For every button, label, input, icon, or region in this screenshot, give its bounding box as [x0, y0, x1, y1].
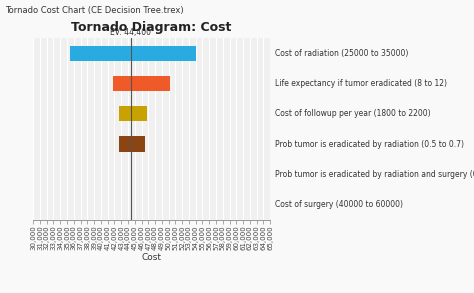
Bar: [118, 106, 147, 121]
Text: Cost of followup per year (1800 to 2200): Cost of followup per year (1800 to 2200): [275, 109, 430, 118]
Bar: [119, 137, 145, 152]
Text: EV: 44,400: EV: 44,400: [110, 28, 151, 37]
Text: Prob tumor is eradicated by radiation (0.5 to 0.7): Prob tumor is eradicated by radiation (0…: [275, 139, 464, 149]
X-axis label: Cost: Cost: [142, 253, 162, 262]
Text: Cost of radiation (25000 to 35000): Cost of radiation (25000 to 35000): [275, 49, 408, 58]
Text: Cost of surgery (40000 to 60000): Cost of surgery (40000 to 60000): [275, 200, 403, 209]
Text: Prob tumor is eradicated by radiation and surgery (0.5 to 0.9): Prob tumor is eradicated by radiation an…: [275, 170, 474, 179]
Title: Tornado Diagram: Cost: Tornado Diagram: Cost: [72, 21, 232, 34]
Bar: [71, 46, 196, 61]
Bar: [113, 76, 170, 91]
Text: Life expectancy if tumor eradicated (8 to 12): Life expectancy if tumor eradicated (8 t…: [275, 79, 447, 88]
Text: Tornado Cost Chart (CE Decision Tree.trex): Tornado Cost Chart (CE Decision Tree.tre…: [5, 6, 183, 15]
